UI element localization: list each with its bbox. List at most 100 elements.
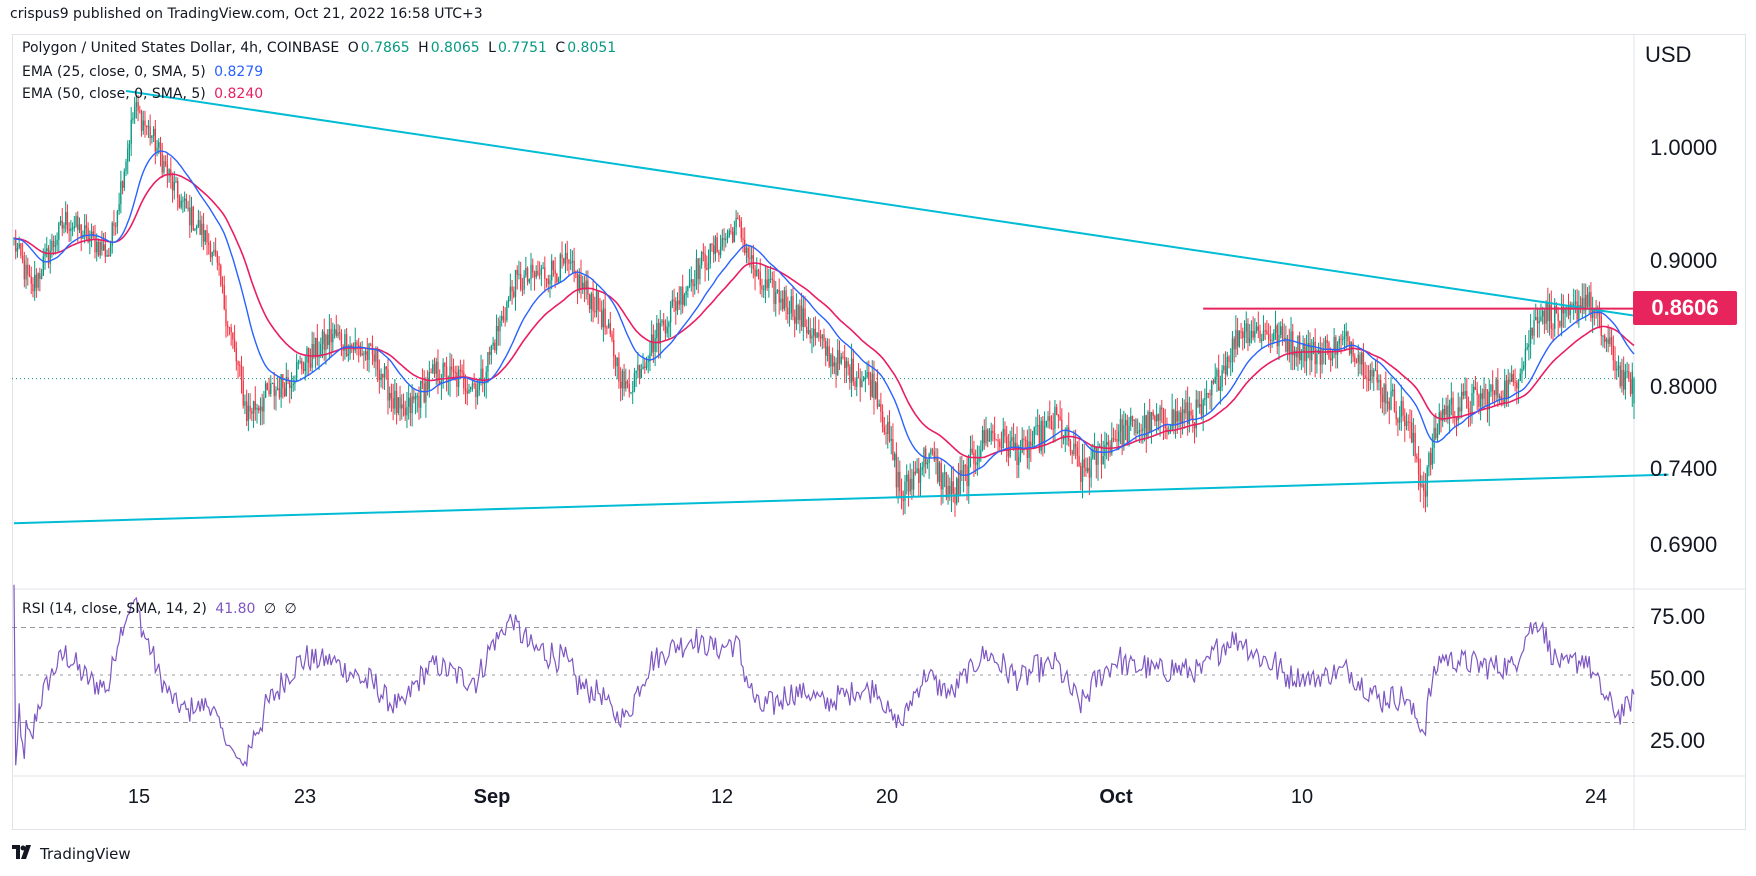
candle-body: [1369, 369, 1372, 381]
candle-body: [209, 244, 212, 258]
candle-body: [1049, 416, 1051, 422]
candle-body: [488, 352, 491, 355]
candle-body: [961, 470, 963, 475]
candle-body: [454, 371, 456, 373]
candle-body: [731, 231, 734, 243]
candle-body: [1066, 427, 1068, 432]
candle-body: [704, 253, 706, 269]
candle-body: [1460, 391, 1463, 412]
candle-body: [821, 334, 823, 339]
candle-body: [1621, 370, 1623, 387]
candle-body: [290, 385, 293, 389]
candle-body: [220, 265, 222, 285]
candle-body: [501, 316, 503, 321]
candle-body: [1128, 425, 1130, 442]
candle-body: [1052, 428, 1054, 430]
resistance-price-tag[interactable]: 0.8606: [1633, 291, 1737, 325]
candle-body: [609, 323, 611, 335]
candle-body: [1314, 341, 1316, 365]
candle-body: [1119, 419, 1122, 432]
candle-body: [931, 449, 934, 452]
candle-body: [1162, 409, 1165, 425]
candle-body: [1593, 310, 1596, 313]
candle-body: [1486, 390, 1489, 410]
candle-body: [351, 344, 353, 347]
candle-body: [1212, 380, 1215, 383]
candle-body: [1140, 430, 1142, 432]
candle-body: [251, 411, 253, 414]
ema25-legend[interactable]: EMA (25, close, 0, SMA, 5) 0.8279: [22, 64, 267, 80]
candle-body: [349, 344, 351, 354]
candle-body: [230, 327, 232, 333]
candle-body: [413, 396, 415, 400]
candle-body: [602, 308, 605, 328]
candle-body: [912, 471, 915, 490]
candle-body: [1123, 425, 1125, 445]
ema50-value: 0.8240: [214, 86, 264, 102]
candle-body: [1266, 330, 1268, 334]
candle-body: [843, 357, 846, 369]
candle-body: [1159, 407, 1161, 421]
candle-body: [1097, 446, 1099, 465]
candle-body: [778, 289, 780, 303]
candle-body: [101, 241, 103, 251]
candle-body: [1490, 384, 1492, 392]
candle-body: [1376, 370, 1378, 383]
candle-body: [1274, 325, 1277, 333]
candle-body: [687, 286, 689, 291]
candle-body: [1214, 376, 1216, 383]
candle-body: [583, 282, 586, 290]
candle-body: [552, 260, 555, 270]
candle-body: [283, 387, 286, 397]
candle-body: [1345, 331, 1347, 337]
candle-body: [1605, 339, 1608, 342]
candle-body: [354, 342, 356, 351]
candle-body: [942, 473, 944, 490]
candle-body: [1255, 326, 1258, 332]
candle-body: [1628, 371, 1630, 379]
footer[interactable]: TradingView: [12, 844, 131, 863]
candle-body: [1257, 326, 1259, 331]
rsi-legend[interactable]: RSI (14, close, SMA, 14, 2) 41.80 ∅ ∅: [22, 601, 301, 617]
candle-body: [1295, 350, 1297, 358]
candle-body: [1312, 341, 1315, 347]
ema50-legend[interactable]: EMA (50, close, 0, SMA, 5) 0.8240: [22, 86, 267, 102]
candle-body: [1219, 386, 1222, 391]
candle-body: [1362, 352, 1365, 376]
candle-body: [456, 372, 458, 387]
candle-body: [1624, 372, 1627, 390]
candle-body: [916, 468, 918, 474]
candle-body: [1250, 330, 1253, 338]
candle-body: [1040, 420, 1042, 451]
candle-body: [926, 462, 929, 465]
candle-body: [376, 349, 379, 370]
candle-body: [1326, 340, 1328, 343]
candle-body: [594, 311, 596, 313]
candle-body: [1595, 312, 1597, 314]
candle-body: [725, 239, 727, 241]
candle-body: [1557, 313, 1559, 321]
candle-body: [838, 350, 841, 364]
candle-body: [102, 244, 105, 251]
candle-body: [607, 323, 610, 328]
candle-body: [806, 326, 808, 334]
candle-body: [818, 332, 820, 338]
candle-body: [997, 439, 999, 442]
candle-body: [1533, 320, 1535, 336]
candle-body: [1448, 404, 1451, 420]
candle-body: [414, 396, 417, 400]
candle-body: [1157, 414, 1160, 421]
candle-body: [707, 263, 710, 270]
candle-body: [1143, 415, 1146, 429]
publisher-line: crispus9 published on TradingView.com, O…: [10, 6, 483, 22]
candle-body: [909, 478, 911, 492]
close-label: C: [555, 40, 566, 56]
candle-body: [1235, 329, 1237, 350]
candle-body: [314, 338, 317, 358]
candle-body: [1242, 331, 1244, 338]
candle-body: [1064, 431, 1066, 439]
candle-body: [728, 230, 730, 237]
candle-body: [623, 370, 625, 389]
candle-body: [326, 334, 329, 346]
